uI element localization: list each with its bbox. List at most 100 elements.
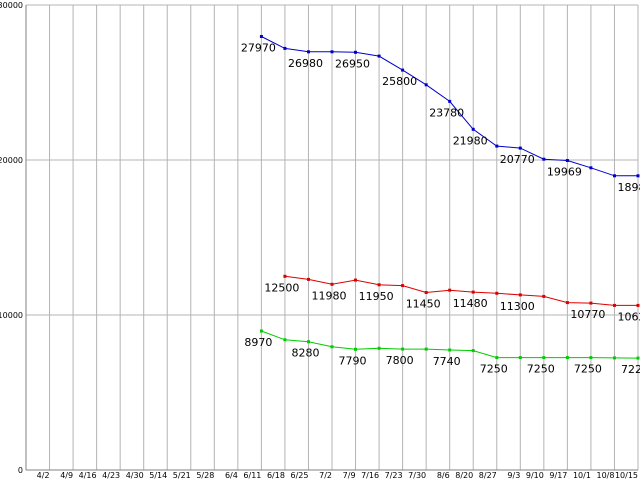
data-label: 20770	[500, 153, 535, 166]
x-tick-label: 9/3	[507, 471, 520, 480]
series-0-point	[471, 127, 475, 131]
series-1-point	[542, 294, 546, 298]
series-1-point	[565, 301, 569, 305]
data-label: 10620	[618, 310, 640, 323]
series-1-point	[471, 290, 475, 294]
x-tick-label: 10/15	[615, 471, 638, 480]
series-2-point	[589, 356, 593, 360]
series-0-point	[307, 50, 310, 54]
series-0-point	[377, 54, 381, 58]
series-0-point	[542, 157, 546, 161]
data-label: 7220	[621, 363, 640, 376]
data-label: 7250	[527, 363, 555, 376]
data-label: 19969	[547, 166, 582, 179]
x-tick-label: 5/21	[173, 471, 191, 480]
data-label: 26980	[288, 57, 323, 70]
x-tick-label: 8/20	[455, 471, 473, 480]
series-0-point	[424, 83, 428, 87]
series-lines	[259, 35, 640, 360]
x-tick-label: 6/18	[267, 471, 285, 480]
x-tick-label: 4/16	[79, 471, 97, 480]
series-1-point	[518, 293, 522, 297]
x-tick-label: 7/16	[361, 471, 379, 480]
x-tick-label: 4/2	[37, 471, 50, 480]
x-tick-label: 8/6	[437, 471, 450, 480]
data-label: 26950	[335, 57, 370, 70]
y-tick-label: 30000	[0, 1, 23, 10]
series-1-point	[636, 303, 640, 307]
y-tick-label: 0	[18, 466, 23, 475]
x-tick-label: 8/27	[479, 471, 497, 480]
series-0-point	[589, 166, 593, 170]
series-0-point	[354, 50, 357, 54]
series-0-point	[565, 159, 569, 162]
series-1-point	[401, 284, 405, 288]
grid-lines	[26, 4, 639, 470]
series-0-point	[330, 50, 334, 54]
data-label: 23780	[429, 106, 464, 119]
data-label: 11300	[500, 300, 535, 313]
series-0-point	[495, 144, 499, 148]
x-tick-label: 9/17	[549, 471, 567, 480]
x-tick-label: 5/28	[196, 471, 214, 480]
data-label: 27970	[241, 42, 276, 55]
series-1-point	[448, 288, 452, 292]
data-label: 21980	[453, 134, 488, 147]
data-label: 10770	[570, 308, 605, 321]
series-2-point	[495, 356, 499, 360]
series-1-point	[495, 291, 499, 295]
series-2-point	[377, 346, 381, 350]
data-label: 7800	[386, 354, 414, 367]
x-tick-label: 7/23	[385, 471, 403, 480]
x-tick-label: 6/25	[290, 471, 308, 480]
series-0-point	[448, 99, 452, 103]
data-label: 11950	[359, 290, 394, 303]
data-label: 11450	[406, 298, 441, 311]
series-2-point	[565, 356, 569, 360]
x-tick-label: 10/8	[596, 471, 614, 480]
x-tick-label: 4/23	[102, 471, 120, 480]
series-1-point	[307, 277, 310, 281]
series-2-point	[542, 356, 546, 360]
series-1-point	[613, 303, 616, 307]
x-tick-label: 5/14	[149, 471, 167, 480]
data-label: 7250	[480, 363, 508, 376]
axes	[25, 5, 638, 471]
series-2-point	[401, 347, 405, 351]
data-label: 11480	[453, 297, 488, 310]
series-2-point	[448, 348, 452, 352]
x-tick-labels: 4/2 4/9 4/16 4/23 4/30 5/14 5/21 5/28 6/4 6/11 6/1…	[37, 471, 638, 480]
series-2-point	[424, 347, 428, 351]
x-tick-label: 7/2	[319, 471, 332, 480]
data-label: 11980	[312, 289, 347, 302]
data-labels: 27970 26980 26950 25800 23780 21980 20770 19969…	[241, 42, 640, 377]
series-2-point	[283, 338, 287, 342]
series-1-point	[330, 282, 334, 286]
series-1-point	[589, 301, 593, 305]
x-tick-label: 7/9	[343, 471, 356, 480]
series-2-point	[613, 356, 616, 360]
series-0-point	[518, 146, 522, 150]
series-2-point	[636, 356, 640, 360]
series-0-point	[401, 68, 405, 72]
x-tick-label: 4/9	[60, 471, 73, 480]
series-2-point	[330, 345, 334, 349]
x-tick-label: 7/30	[408, 471, 426, 480]
data-label: 8280	[292, 347, 320, 360]
series-2-point	[471, 349, 475, 353]
data-label: 12500	[264, 281, 299, 294]
x-tick-label: 9/10	[526, 471, 544, 480]
data-label: 25800	[382, 75, 417, 88]
series-0-point	[283, 46, 287, 50]
data-label: 18980	[618, 181, 640, 194]
series-0-point	[259, 35, 263, 38]
y-tick-label: 20000	[0, 156, 23, 165]
series-1-point	[377, 283, 381, 287]
series-1-point	[424, 291, 428, 294]
x-tick-label: 6/4	[225, 471, 238, 480]
data-label: 7740	[433, 355, 461, 368]
x-tick-label: 6/11	[243, 471, 261, 480]
series-2-point	[518, 356, 522, 360]
x-tick-label: 10/1	[573, 471, 591, 480]
